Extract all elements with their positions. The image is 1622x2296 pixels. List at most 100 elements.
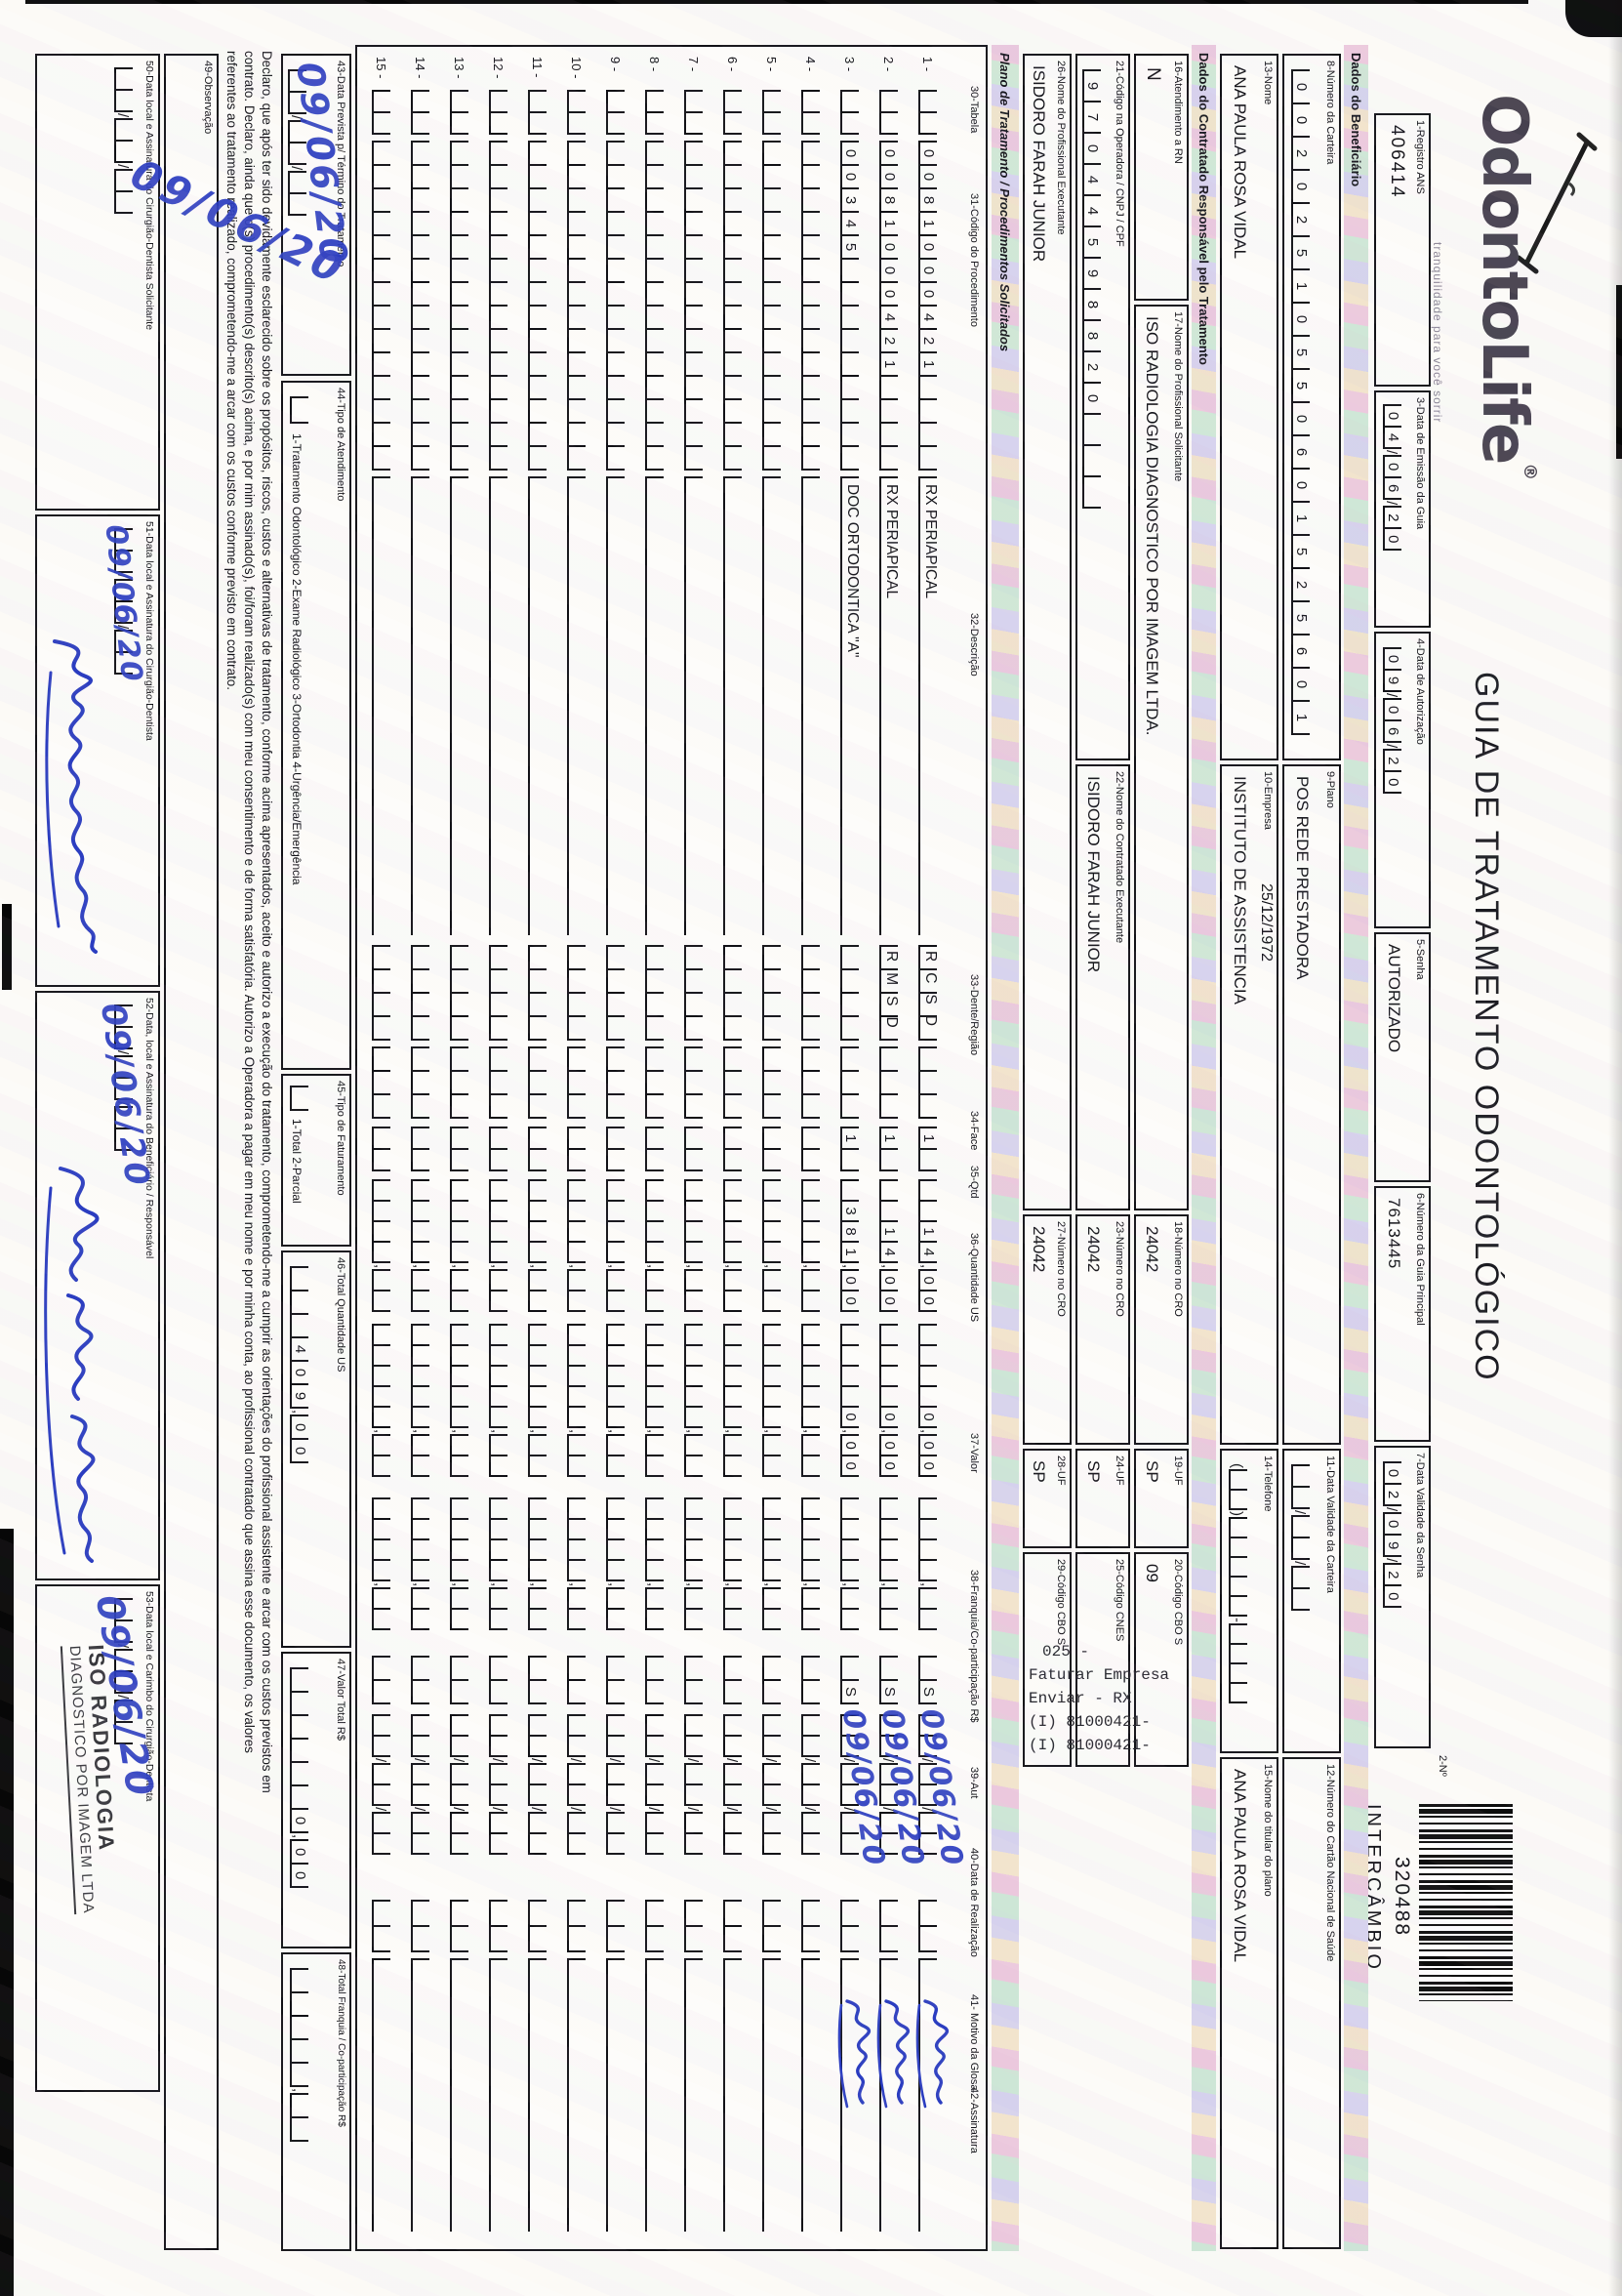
field-label: 51-Data local e Assinatura do Cirurgião-…	[143, 521, 155, 741]
field-value: ISO RADIOLOGIA DIAGNOSTICO POR IMAGEM LT…	[1143, 316, 1161, 736]
field-value: POS REDE PRESTADORA	[1293, 776, 1312, 980]
field-tipo-faturamento: 45-Tipo de Faturamento 1-Total 2-Parcial	[281, 1074, 351, 1247]
side-note-line: (I) 81000421-	[1029, 1737, 1151, 1754]
field-value: INSTITUTO DE ASSISTENCIA	[1231, 776, 1249, 1004]
field-total-franquia: 48-Total Franquia / Co-participação R$ ,	[281, 1952, 351, 2251]
field-uf-solicitante: 19-UF SP	[1134, 1449, 1189, 1548]
field-cro-solicitante: 18-Número no CRO 24042	[1134, 1214, 1189, 1445]
row-cells: ,	[840, 1497, 859, 1631]
row-text: DOC ORTODONTICA "A"	[844, 484, 861, 658]
table-header: 39-Aut	[968, 1767, 980, 1799]
row-line-cell	[684, 476, 703, 935]
money-cells: ,	[290, 1968, 308, 2143]
row-cells	[411, 1046, 429, 1119]
row-signature-rubrica	[837, 1999, 872, 2109]
row-cells	[879, 1046, 898, 1119]
row-text: RX PERIAPICAL	[922, 484, 939, 599]
row-cells	[411, 945, 429, 1041]
field-data-emissao: 3-Data de Emissão da Guia 0 4/0 6/2 0	[1374, 390, 1431, 628]
row-cells	[723, 1656, 742, 1704]
field-tipo-atendimento: 44-Tipo de Atendimento 1-Tratamento Odon…	[281, 381, 351, 1070]
row-cells	[450, 141, 468, 471]
row-cells	[801, 90, 820, 135]
beneficiary-birth-date: 25/12/1972	[1258, 883, 1275, 963]
table-header: 32-Descrição	[968, 613, 980, 676]
row-cells	[645, 1127, 664, 1171]
side-note-line: Faturar Empresa	[1029, 1666, 1170, 1684]
row-line-cell	[606, 476, 625, 935]
row-cells: ,	[372, 1179, 390, 1313]
row-cells	[372, 141, 390, 471]
table-header: 35-Qtd	[968, 1166, 980, 1199]
row-number: 14 -	[413, 57, 427, 79]
row-cells	[918, 90, 937, 135]
row-cells: ,	[450, 1497, 468, 1631]
row-cells	[489, 945, 507, 1041]
field-value: 406414	[1387, 125, 1407, 199]
date-cells: 0 2/0 9/2 0	[1383, 1461, 1401, 1609]
field-assinatura-cirurgiao-dentista: 51-Data local e Assinatura do Cirurgião-…	[35, 514, 160, 987]
field-carimbo-prestador: 53-Data local e Carimbo do Cirurgião-Den…	[35, 1584, 162, 2092]
procedure-row: 11 -,,, / /	[523, 55, 562, 2245]
row-cells	[840, 90, 859, 135]
row-cells	[450, 945, 468, 1041]
row-line-cell	[411, 476, 429, 935]
field-value: SP	[1030, 1460, 1048, 1483]
section-label: Plano de Tratamento / Procedimentos Soli…	[997, 53, 1013, 352]
row-cells: ,	[528, 1497, 547, 1631]
row-cells	[528, 945, 547, 1041]
row-cells	[801, 141, 820, 471]
row-cells	[606, 1127, 625, 1171]
row-cells	[411, 1656, 429, 1704]
row-cells	[645, 1900, 664, 1952]
row-cells	[372, 945, 390, 1041]
procedure-row: 6 -,,, / /	[718, 55, 757, 2245]
field-value: 09	[1143, 1564, 1161, 1582]
row-cells	[801, 1656, 820, 1704]
row-cells: / /	[528, 1714, 547, 1856]
field-value: 24042	[1030, 1226, 1048, 1273]
field-value: 24042	[1143, 1226, 1161, 1273]
row-line-cell	[450, 1958, 468, 2232]
row-cells: 1	[840, 1127, 859, 1171]
row-line-cell	[723, 476, 742, 935]
row-cells	[723, 141, 742, 471]
field-empresa: 10-Empresa 25/12/1972 INSTITUTO DE ASSIS…	[1220, 764, 1278, 1445]
row-cells: ,	[528, 1179, 547, 1313]
row-cells: / /	[762, 1714, 781, 1856]
row-cells	[567, 1656, 586, 1704]
row-cells	[762, 1046, 781, 1119]
field-label: 49-Observação	[202, 61, 214, 135]
row-cells	[606, 90, 625, 135]
row-cells: / /	[411, 1714, 429, 1856]
row-cells: ,	[411, 1324, 429, 1478]
field-cartao-nacional-saude: 12-Número do Cartão Nacional de Saúde	[1282, 1757, 1341, 2249]
row-cells	[489, 1656, 507, 1704]
row-cells: / /	[723, 1714, 742, 1856]
field-value: N	[1143, 67, 1163, 81]
row-line-cell	[489, 476, 507, 935]
row-cells: ,	[450, 1179, 468, 1313]
field-value: 7613445	[1385, 1198, 1403, 1270]
row-line-cell	[723, 1958, 742, 2232]
field-validade-carteira: 11-Data Validade da Carteira / /	[1282, 1449, 1341, 1753]
procedure-row: 10 -,,, / /	[562, 55, 601, 2245]
field-label: 13-Nome	[1262, 61, 1274, 105]
row-cells	[567, 1900, 586, 1952]
row-number: 1 -	[920, 57, 935, 72]
field-label: 29-Código CBO S	[1055, 1559, 1067, 1646]
date-cells: 0 4/0 6/2 0	[1383, 404, 1401, 552]
section-label: Dados do Beneficiário	[1349, 53, 1363, 187]
table-header: 33-Dente/Região	[968, 974, 980, 1056]
row-cells	[645, 90, 664, 135]
field-label: 3-Data de Emissão da Guia	[1414, 397, 1426, 530]
row-number: 7 -	[686, 57, 701, 72]
